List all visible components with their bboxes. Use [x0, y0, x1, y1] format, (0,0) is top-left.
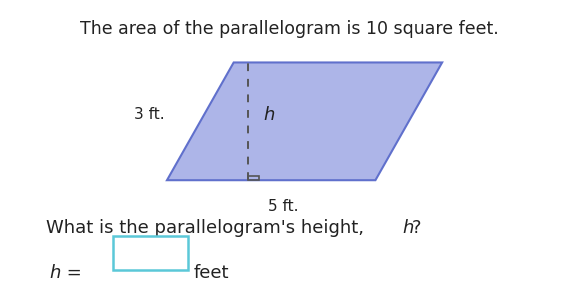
- Text: 3 ft.: 3 ft.: [134, 107, 165, 122]
- Text: h: h: [263, 106, 274, 124]
- Text: 5 ft.: 5 ft.: [269, 199, 299, 214]
- Polygon shape: [167, 62, 442, 180]
- Text: The area of the parallelogram is 10 square feet.: The area of the parallelogram is 10 squa…: [80, 20, 499, 38]
- Text: ?: ?: [412, 219, 422, 237]
- Text: feet: feet: [194, 264, 229, 282]
- Text: h: h: [402, 219, 414, 237]
- Bar: [248, 176, 259, 180]
- Text: =: =: [61, 264, 82, 282]
- Text: h: h: [49, 264, 61, 282]
- Text: What is the parallelogram's height,: What is the parallelogram's height,: [46, 219, 370, 237]
